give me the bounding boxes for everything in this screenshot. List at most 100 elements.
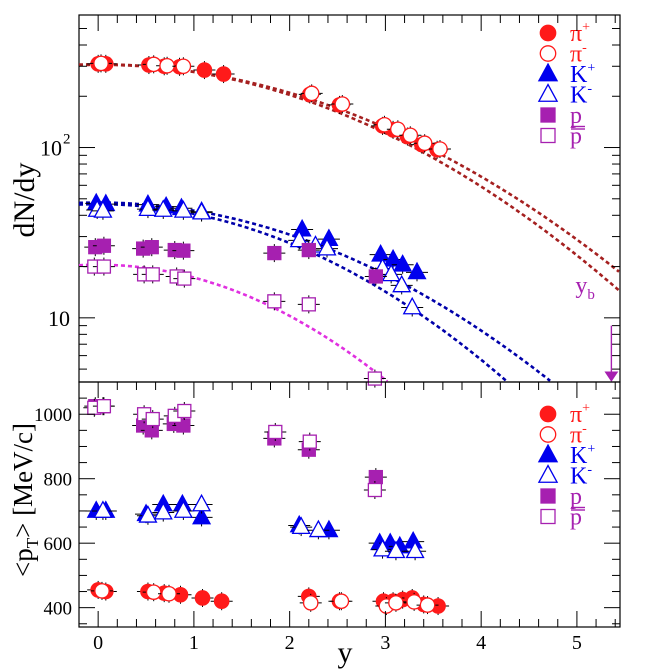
bottom-legend-marker-0 (539, 405, 557, 423)
top-point-5-3 (145, 267, 160, 282)
bottom-legend-label-0-main: π (570, 402, 582, 428)
bottom-point-1-3 (302, 595, 319, 611)
bottom-frame (78, 381, 621, 628)
top-point-4-8 (368, 269, 383, 284)
top-legend-marker-2 (537, 62, 559, 82)
top-legend-label-0: π+ (570, 20, 590, 47)
bottom-y-tick-label-800: 800 (44, 470, 73, 491)
x-tick-label-3: 3 (380, 632, 390, 654)
bottom-point-5-8 (367, 482, 383, 498)
bottom-point-2-5 (192, 506, 212, 525)
top-point-5-8 (367, 371, 383, 386)
bottom-legend-marker-2 (537, 443, 559, 463)
top-point-1-2 (159, 57, 175, 74)
bottom-point-1-4 (333, 593, 350, 610)
bottom-y-axis: 400 600 800 1000 (34, 381, 620, 625)
top-y-axis-label: dN/dy (8, 163, 41, 238)
x-tick-label-1: 1 (189, 632, 199, 654)
bottom-point-0-5 (194, 590, 211, 606)
fit-curve-4 (78, 263, 389, 383)
bottom-point-5-1 (96, 399, 112, 414)
beam-rapidity-label-sub: b (587, 287, 595, 303)
fit-curve-1 (78, 63, 620, 273)
bottom-legend-label-0: π+ (570, 401, 590, 428)
top-point-3-5 (192, 201, 212, 220)
bottom-point-3-1 (138, 505, 158, 523)
bottom-point-5-5 (177, 403, 192, 419)
bottom-legend-label-5: p (570, 505, 582, 531)
bottom-legend-label-2: K+ (570, 442, 595, 469)
bottom-legend-label-0-sup: + (582, 401, 590, 416)
top-y-tick-label-100-exp: 2 (63, 132, 71, 148)
bottom-point-3-2 (153, 501, 173, 520)
beam-rapidity-arrowhead (604, 371, 619, 382)
top-legend-label-2-sup: + (587, 61, 595, 76)
top-legend-label-5-main: p (570, 124, 582, 150)
beam-rapidity-marker: yb (575, 273, 619, 382)
fit-curve-2 (78, 201, 551, 382)
x-tick-label-4: 4 (476, 632, 486, 654)
top-point-2-10 (393, 254, 413, 272)
bottom-point-3-7 (372, 539, 393, 557)
top-point-1-10 (432, 141, 448, 157)
top-point-4-5 (176, 243, 191, 258)
top-legend-label-3-sup: - (587, 82, 592, 97)
bottom-point-0-6 (213, 593, 230, 610)
top-point-0-6 (215, 66, 232, 82)
top-point-2-11 (407, 261, 427, 280)
top-point-1-3 (175, 58, 192, 75)
top-point-1-8 (402, 127, 419, 144)
top-legend-marker-1 (539, 45, 557, 62)
bottom-y-tick-label-400: 400 (44, 599, 73, 620)
top-legend-label-3: K- (570, 82, 592, 109)
top-point-4-1 (96, 238, 112, 253)
bottom-legend-marker-5 (540, 508, 556, 525)
bottom-legend-label-3-sup: - (587, 463, 592, 478)
beam-rapidity-label-main: y (575, 273, 587, 299)
top-point-3-3 (153, 199, 173, 217)
top-legend-marker-0 (539, 24, 557, 42)
bottom-legend-marker-3 (537, 464, 559, 483)
bottom-y-axis-label: <pT> [MeV/c] (8, 423, 42, 577)
top-point-3-10 (381, 263, 401, 282)
bottom-point-1-2 (161, 585, 177, 602)
bottom-point-5-6 (268, 424, 283, 440)
top-point-3-1 (93, 200, 113, 218)
top-point-4-3 (144, 240, 159, 255)
fit-curve-3 (78, 202, 507, 382)
top-point-3-4 (173, 200, 193, 218)
top-point-2-9 (383, 248, 403, 267)
x-axis: 0 1 2 3 4 5 (78, 15, 616, 654)
bottom-point-1-8 (419, 597, 436, 613)
top-point-1-7 (390, 121, 406, 138)
fit-curves (78, 63, 620, 383)
top-legend-label-2-main: K (570, 62, 588, 88)
fit-curve-0 (79, 63, 620, 292)
top-point-1-5 (334, 96, 351, 112)
bottom-legend-label-5-main: p (570, 505, 582, 531)
x-tick-label-0: 0 (93, 632, 103, 654)
top-legend-label-0-sup: + (582, 20, 590, 35)
top-legend-label-3-main: K (570, 83, 588, 109)
top-point-3-11 (392, 274, 412, 293)
top-legend-label-2: K+ (570, 61, 595, 88)
bottom-point-3-0 (93, 500, 113, 518)
bottom-legend-marker-1 (539, 426, 557, 443)
x-tick-label-5: 5 (572, 632, 582, 654)
bottom-legend: π+π-K+K-pp (537, 401, 595, 531)
bottom-point-3-3 (173, 500, 193, 518)
top-legend-label-1: π- (570, 41, 587, 68)
bottom-y-tick-label-600: 600 (44, 534, 73, 555)
bottom-point-3-9 (405, 540, 425, 559)
top-point-2-6 (292, 218, 312, 237)
top-legend-marker-5 (540, 127, 556, 144)
bottom-point-1-6 (388, 595, 404, 611)
beam-rapidity-label: yb (575, 273, 595, 303)
top-point-1-4 (303, 85, 320, 102)
top-point-4-6 (267, 245, 282, 261)
top-point-5-6 (267, 294, 282, 309)
